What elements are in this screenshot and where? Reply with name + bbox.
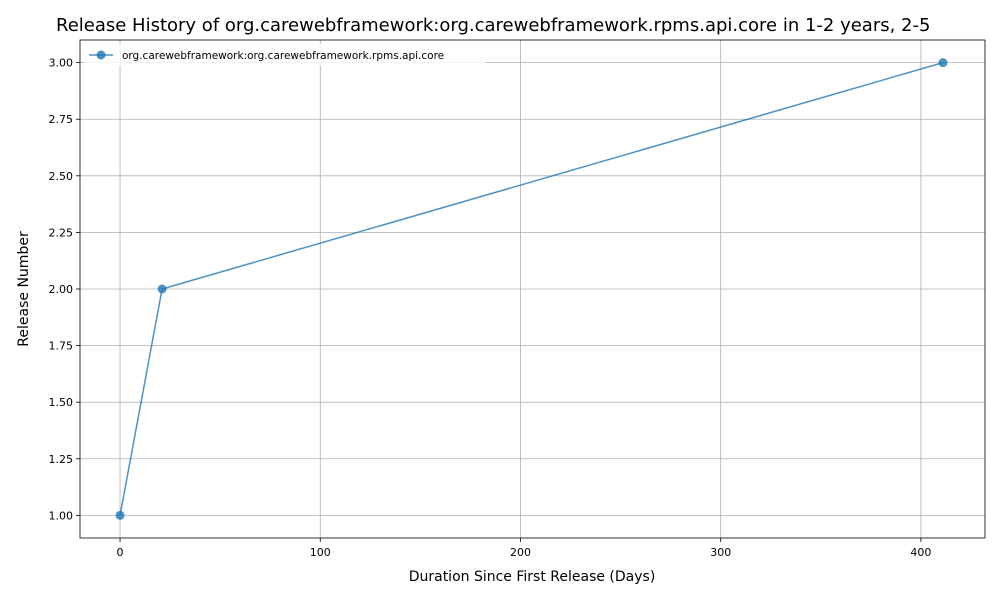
y-tick-label: 3.00 [49,57,74,70]
y-tick-label: 1.75 [49,340,74,353]
legend-marker-swatch [96,50,106,60]
y-tick-label: 2.25 [49,226,74,239]
y-tick-label: 1.25 [49,453,74,466]
x-tick-label: 400 [910,546,931,559]
y-tick-label: 2.00 [49,283,74,296]
legend-box [84,44,486,66]
data-point [115,510,125,520]
chart-title: Release History of org.carewebframework:… [56,15,930,36]
grid [80,40,985,538]
plot-area-frame [79,39,986,539]
x-tick-label: 0 [117,546,124,559]
series-layer [115,58,948,520]
y-axis-ticks: 1.00 1.25 1.50 1.75 2.00 2.25 2.50 2.75 3.00 [49,57,80,522]
x-axis-ticks: 0 100 200 300 400 [117,538,931,559]
y-axis-label: Release Number [16,231,32,347]
data-point [157,284,167,294]
y-tick-label: 1.00 [49,509,74,522]
legend: org.carewebframework:org.carewebframewor… [84,44,486,66]
x-axis-label: Duration Since First Release (Days) [409,569,656,585]
y-tick-label: 2.50 [49,170,74,183]
x-tick-label: 300 [710,546,731,559]
y-tick-label: 1.50 [49,396,74,409]
legend-entry-label: org.carewebframework:org.carewebframewor… [122,50,444,62]
y-tick-label: 2.75 [49,113,74,126]
x-tick-label: 200 [510,546,531,559]
data-point [938,58,948,68]
x-tick-label: 100 [310,546,331,559]
